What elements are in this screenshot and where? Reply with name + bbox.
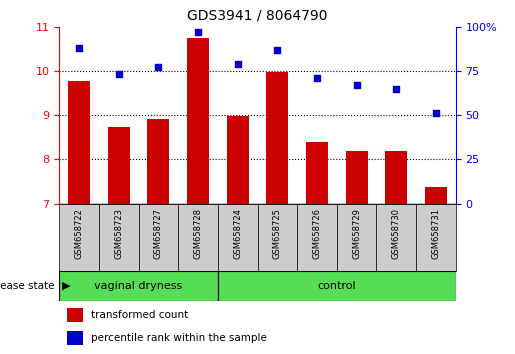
- Text: vaginal dryness: vaginal dryness: [94, 281, 183, 291]
- Text: GSM658729: GSM658729: [352, 208, 361, 259]
- Bar: [59, 271, 218, 301]
- Text: percentile rank within the sample: percentile rank within the sample: [91, 332, 267, 343]
- Bar: [346, 152, 368, 204]
- Text: GSM658726: GSM658726: [313, 208, 321, 259]
- Bar: [227, 116, 249, 204]
- Text: control: control: [317, 281, 356, 291]
- Bar: [425, 187, 447, 204]
- Bar: [178, 204, 218, 271]
- Text: GSM658723: GSM658723: [114, 208, 123, 259]
- Bar: [306, 142, 328, 204]
- Bar: [385, 152, 407, 204]
- Bar: [416, 204, 456, 271]
- Point: [114, 72, 123, 77]
- Point: [154, 64, 162, 70]
- Bar: [59, 204, 99, 271]
- Point: [75, 45, 83, 51]
- Text: GSM658725: GSM658725: [273, 208, 282, 259]
- Bar: [258, 204, 297, 271]
- Bar: [68, 81, 90, 204]
- Bar: [337, 204, 376, 271]
- Bar: [139, 204, 178, 271]
- Bar: [297, 204, 337, 271]
- Bar: [108, 127, 130, 204]
- Bar: [218, 204, 258, 271]
- Bar: [218, 271, 456, 301]
- Bar: [266, 72, 288, 204]
- Text: GSM658730: GSM658730: [392, 208, 401, 259]
- Bar: [99, 204, 139, 271]
- Point: [233, 61, 242, 67]
- Text: ▶: ▶: [62, 281, 71, 291]
- Point: [194, 29, 202, 35]
- Text: GSM658727: GSM658727: [154, 208, 163, 259]
- Point: [273, 47, 281, 52]
- Bar: [376, 204, 416, 271]
- Point: [432, 110, 440, 116]
- Text: GSM658728: GSM658728: [194, 208, 202, 259]
- Point: [392, 86, 401, 91]
- Bar: [187, 38, 209, 204]
- Bar: [147, 119, 169, 204]
- Title: GDS3941 / 8064790: GDS3941 / 8064790: [187, 8, 328, 23]
- Text: disease state: disease state: [0, 281, 54, 291]
- Text: GSM658724: GSM658724: [233, 208, 242, 259]
- Text: transformed count: transformed count: [91, 310, 188, 320]
- Bar: [67, 331, 83, 344]
- Point: [352, 82, 360, 88]
- Point: [313, 75, 321, 81]
- Bar: [67, 308, 83, 322]
- Text: GSM658722: GSM658722: [75, 208, 83, 259]
- Text: GSM658731: GSM658731: [432, 208, 440, 259]
